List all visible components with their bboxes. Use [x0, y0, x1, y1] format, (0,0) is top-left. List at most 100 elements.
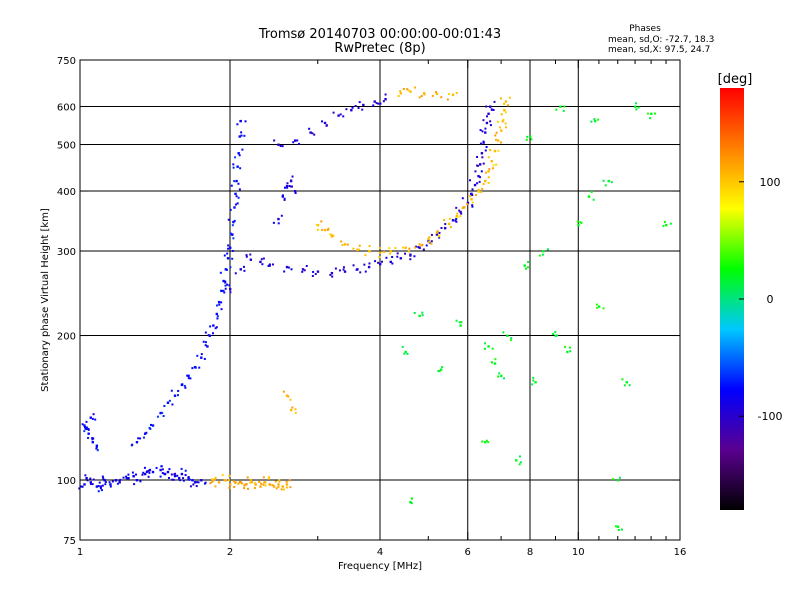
- data-point-s2-8-j1: [149, 427, 152, 430]
- data-point-s5-10-j1: [538, 254, 541, 257]
- data-point-s1-6-j1: [243, 487, 246, 490]
- data-point-s0-17-j1: [89, 477, 92, 480]
- data-point-s3-36: [323, 121, 327, 125]
- data-point-s4-3: [343, 243, 347, 246]
- data-point-s4-20-j2: [488, 148, 491, 151]
- data-point-s3-24-j1: [468, 179, 471, 182]
- data-point-s3-17-j2: [425, 244, 428, 247]
- data-point-s4-2-j1: [329, 233, 332, 236]
- data-point-s3-41-j0: [384, 93, 387, 96]
- data-point-s2-28-j2: [229, 208, 232, 211]
- data-point-s0-4-j1: [109, 485, 112, 488]
- data-point-s0-17: [85, 476, 88, 480]
- data-point-s2-9: [159, 411, 162, 415]
- data-point-s2-23-j1: [219, 271, 222, 274]
- data-point-s2-23-j2: [229, 266, 232, 269]
- data-point-s3-9-j2: [338, 269, 341, 272]
- data-point-s3-43-j1: [283, 198, 286, 201]
- data-point-s5-15: [597, 305, 601, 308]
- data-point-s1-14-j1: [285, 480, 288, 483]
- data-point-s5-25-j2: [555, 108, 558, 111]
- data-point-s4-8: [404, 246, 407, 249]
- data-point-s3-37-j0: [339, 113, 342, 116]
- data-point-s5-28-j1: [518, 455, 521, 458]
- data-point-s3-46-j1: [277, 222, 280, 225]
- data-point-s2-22-j0: [224, 281, 227, 284]
- data-point-s1-9-j1: [262, 483, 265, 486]
- data-point-s4-17-j0: [487, 176, 490, 179]
- data-point-s5-18-j0: [628, 384, 631, 387]
- data-point-s4-19-j1: [487, 156, 490, 159]
- chart-title: Tromsø 20140703 00:00:00-00:01:43: [258, 27, 501, 42]
- data-point-s3-7: [316, 270, 320, 273]
- data-point-s5-9-j2: [531, 383, 534, 386]
- data-point-s0-17-j0: [84, 474, 87, 477]
- data-point-s4-27-j2: [414, 86, 417, 89]
- data-point-s5-22-j2: [617, 528, 620, 531]
- data-point-s1-14: [281, 485, 284, 488]
- data-point-s3-34: [293, 139, 297, 142]
- data-point-s2-21-j0: [223, 291, 226, 294]
- data-point-s3-40-j0: [372, 104, 375, 107]
- data-point-s5-28-j0: [518, 463, 521, 466]
- data-point-s5-14-j1: [590, 190, 593, 193]
- legend-line-x: mean, sd,X: 97.5, 24.7: [608, 45, 710, 55]
- data-point-s2-15-j1: [196, 354, 199, 357]
- data-point-s2-29: [234, 192, 237, 196]
- data-point-s0-8-j0: [148, 471, 151, 474]
- data-point-s0-19-j2: [119, 478, 122, 481]
- data-point-s3-43-j0: [283, 197, 286, 200]
- data-point-s4-7-j1: [388, 252, 391, 255]
- data-point-s3-20-j1: [455, 220, 458, 223]
- data-point-s2-24-j1: [223, 254, 226, 257]
- data-point-s0-22: [163, 472, 167, 476]
- data-point-s4-5-j2: [368, 245, 371, 248]
- data-point-s3-36-j2: [325, 124, 328, 127]
- data-point-s3-23-j2: [471, 194, 474, 197]
- data-point-s4-8-j1: [407, 250, 410, 253]
- data-point-s3-20-j0: [454, 219, 457, 222]
- data-point-s1-4-j1: [232, 480, 235, 483]
- data-point-s0-15-j1: [189, 485, 192, 488]
- data-point-s5-8-j2: [527, 260, 530, 263]
- data-point-s5-17-j2: [612, 478, 615, 481]
- data-point-s5-10-j0: [541, 253, 544, 256]
- data-point-s2-10: [166, 401, 170, 404]
- data-point-s5-11: [554, 334, 557, 337]
- data-point-s4-0-j0: [316, 228, 319, 231]
- data-point-s5-24-j1: [526, 135, 529, 138]
- data-point-s3-35-j0: [311, 132, 314, 135]
- data-point-s2-26-j1: [231, 233, 234, 236]
- data-point-s5-15-j2: [596, 306, 599, 309]
- data-point-s4-0-j2: [315, 223, 318, 226]
- data-point-s2-6: [135, 441, 139, 444]
- data-point-s3-30-j1: [482, 119, 485, 122]
- legend-title: Phases: [629, 24, 661, 34]
- data-point-s3-14-j0: [404, 252, 407, 255]
- data-point-s5-1-j0: [421, 311, 424, 314]
- data-point-s3-5-j0: [290, 268, 293, 271]
- data-point-s4-1-j0: [321, 228, 324, 231]
- data-point-s3-10-j2: [352, 264, 355, 267]
- data-point-s1-13: [277, 483, 280, 486]
- data-point-s2-9-j1: [161, 411, 164, 414]
- data-point-s4-5-j0: [364, 254, 367, 257]
- data-point-s4-24-j1: [507, 104, 510, 107]
- data-point-s2-13-j2: [189, 377, 192, 380]
- data-point-s3-44-j2: [291, 175, 294, 178]
- data-point-s3-42-j0: [288, 185, 291, 188]
- data-point-s4-6-j0: [383, 250, 386, 253]
- data-point-s2-17-j2: [204, 331, 207, 334]
- data-point-s1-14-j0: [282, 488, 285, 491]
- data-point-s0-21-j2: [146, 470, 149, 473]
- data-point-s2-30-j2: [237, 182, 240, 185]
- y-tick-label-6: 600: [57, 103, 76, 114]
- data-point-s0-2-j0: [97, 485, 100, 488]
- data-point-s5-18-j1: [623, 384, 626, 387]
- data-point-s1-6-j0: [249, 481, 252, 484]
- data-point-s3-38-j2: [351, 106, 354, 109]
- data-point-s4-25-j1: [508, 96, 511, 99]
- data-point-s2-31-j1: [232, 163, 235, 166]
- data-point-s3-7-j1: [312, 270, 315, 273]
- data-point-s2-34-j0: [236, 123, 239, 126]
